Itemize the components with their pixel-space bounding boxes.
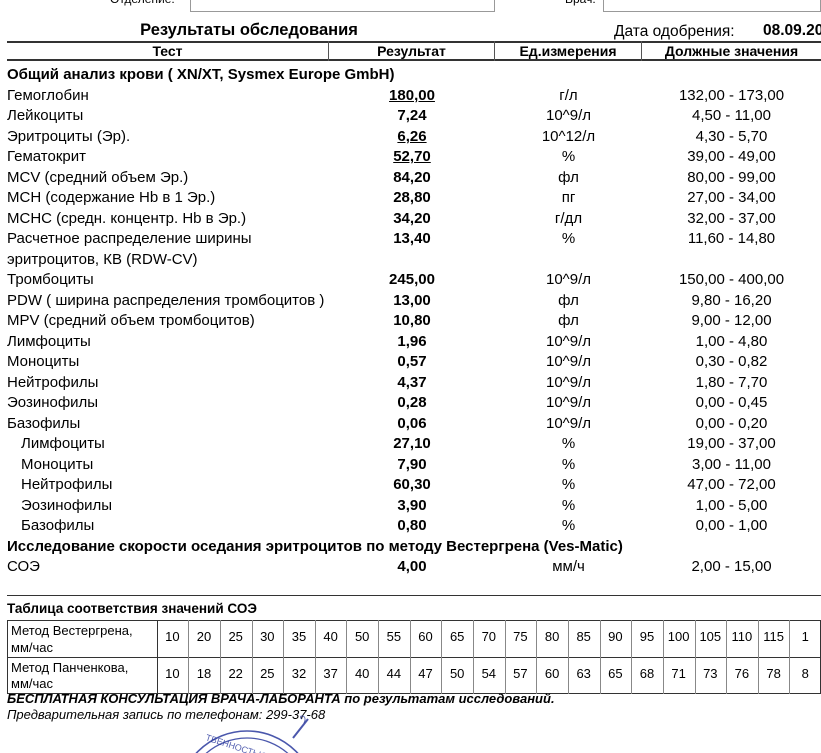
svg-text:ТВЕННОСТЬЮ: ТВЕННОСТЬЮ <box>204 732 268 753</box>
